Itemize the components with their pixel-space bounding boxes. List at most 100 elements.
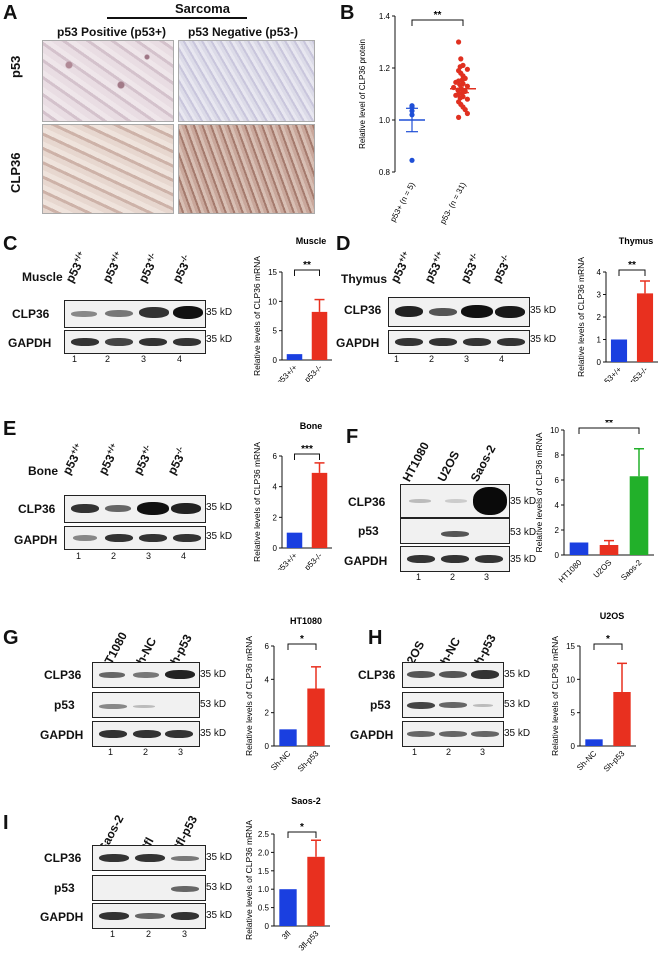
lane-number-2: 2 <box>105 354 111 364</box>
panel-g-western: HT1080 Sh-NC Sh-p53 CLP36 p53 GAPDH 35 k… <box>0 610 250 770</box>
significance-bracket <box>593 643 623 650</box>
lane-number-4: 4 <box>177 354 183 364</box>
lane-number-1: 1 <box>108 747 114 757</box>
significance-label: ** <box>605 420 613 429</box>
y-tick-label: 0 <box>273 356 278 365</box>
row-label-clp36: CLP36 <box>12 307 50 321</box>
significance-bracket <box>618 269 646 276</box>
significance-label: ** <box>434 10 442 21</box>
y-tick-label: 8 <box>555 451 560 460</box>
blot-gapdh <box>400 546 510 572</box>
row-label-gapdh: GAPDH <box>8 336 52 350</box>
data-point <box>464 66 470 72</box>
tissue-label: Muscle <box>22 270 63 284</box>
lane-number-1: 1 <box>416 572 422 582</box>
lane-number-1: 1 <box>110 929 116 939</box>
col-label-p53-negative: p53 Negative (p53-) <box>188 25 299 39</box>
lane-number-2: 2 <box>146 929 152 939</box>
x-tick-label: p53- (n = 31) <box>438 180 468 225</box>
y-axis-label: Relative levels of CLP36 mRNA <box>244 820 254 940</box>
data-point <box>456 39 462 45</box>
bar <box>307 688 325 746</box>
blot-p53 <box>92 692 200 718</box>
x-tick-label: 3fl-p53 <box>297 929 321 953</box>
panel-e-western: Bone p53+/+ p53+/+ p53+/- p53-/- CLP36 G… <box>0 420 250 561</box>
x-tick-label: p53+ (n = 5) <box>388 180 417 223</box>
mw-marker-gapdh: 35 kD <box>530 334 557 345</box>
bar <box>613 692 631 746</box>
y-tick-label: 0 <box>555 551 560 560</box>
lane-label-2: p53+/+ <box>95 441 118 477</box>
bar <box>311 311 328 360</box>
lane-label-4: p53-/- <box>169 253 192 285</box>
bar <box>629 476 649 555</box>
lane-number-2: 2 <box>429 354 435 364</box>
chart-title: HT1080 <box>290 616 322 626</box>
panel-i-western: Saos-2 3fl 3fl-p53 CLP36 p53 GAPDH 35 kD… <box>0 790 250 950</box>
panel-d-label: D <box>336 233 351 255</box>
data-point <box>462 107 468 113</box>
bar <box>636 293 654 362</box>
panel-h-western: U2OS Sh-NC Sh-p53 CLP36 p53 GAPDH 35 kD … <box>340 610 540 770</box>
sarcoma-underline <box>107 17 247 19</box>
panel-e-label: E <box>3 418 17 440</box>
mw-marker-clp36: 35 kD <box>206 307 233 318</box>
blot-clp36 <box>92 845 206 871</box>
chart-title: Saos-2 <box>291 796 321 806</box>
blot-gapdh <box>64 526 206 550</box>
lane-label-1: p53+/+ <box>387 249 410 285</box>
y-axis-label: Relative levels of CLP36 mRNA <box>550 636 560 756</box>
panel-c-label: C <box>3 233 18 255</box>
chart-title: Bone <box>300 421 323 431</box>
lane-number-4: 4 <box>181 551 187 561</box>
significance-bracket <box>294 453 320 460</box>
lane-number-1: 1 <box>394 354 400 364</box>
y-axis-label: Relative levels of CLP36 mRNA <box>534 432 544 552</box>
x-tick-label: p53+/+ <box>599 365 623 382</box>
lane-number-2: 2 <box>446 747 452 757</box>
row-label-gapdh: GAPDH <box>344 554 388 568</box>
lane-label-3: p53+/- <box>135 251 158 285</box>
x-tick-label: p53-/- <box>303 551 324 570</box>
lane-label-3: Saos-2 <box>467 442 499 484</box>
bar <box>311 472 328 548</box>
significance-label: *** <box>301 444 313 455</box>
y-tick-label: 0 <box>273 544 278 553</box>
y-tick-label: 5 <box>273 327 278 336</box>
significance-bracket <box>578 427 640 434</box>
y-tick-label: 1.2 <box>379 64 391 73</box>
col-label-p53-positive: p53 Positive (p53+) <box>57 25 167 39</box>
y-axis-label: Relative levels of CLP36 mRNA <box>244 636 254 756</box>
panel-c-chart: 0 5 10 15 Relative levels of CLP36 mRNA Muscl… <box>252 236 332 382</box>
histology-p53-negative-p53 <box>178 40 315 122</box>
lane-number-2: 2 <box>450 572 456 582</box>
lane-number-4: 4 <box>499 354 505 364</box>
lane-number-2: 2 <box>111 551 117 561</box>
panel-a-label: A <box>3 2 18 24</box>
significance-bracket <box>294 269 320 276</box>
panel-h-label: H <box>368 627 383 649</box>
row-label-p53: p53 <box>370 698 391 712</box>
blot-clp36 <box>92 662 200 688</box>
blot-gapdh <box>402 721 504 747</box>
y-tick-label: 10 <box>268 297 277 306</box>
x-tick-label: Sh-NC <box>575 749 598 772</box>
x-tick-label: p53-/- <box>303 363 324 382</box>
x-tick-label: p53-/- <box>628 365 649 382</box>
x-tick-label: Sh-p53 <box>296 749 321 774</box>
mw-marker-clp36: 35 kD <box>504 669 531 680</box>
data-point <box>457 64 463 70</box>
y-tick-label: 0 <box>265 742 270 751</box>
y-tick-label: 1.0 <box>258 885 270 894</box>
panel-b-label: B <box>340 2 355 24</box>
lane-label-3: p53+/- <box>130 443 153 477</box>
lane-label-1: p53+/+ <box>62 249 85 285</box>
y-tick-label: 10 <box>566 675 575 684</box>
data-point <box>464 96 470 102</box>
mw-marker-p53: 53 kD <box>504 699 531 710</box>
panel-b-chart: 0.8 1.0 1.2 1.4 Relative level of CLP36 prot… <box>358 10 476 225</box>
panel-e-chart: 0 2 4 6 Relative levels of CLP36 mRNA Bone p53… <box>252 421 332 570</box>
y-tick-label: 15 <box>268 268 277 277</box>
blot-p53 <box>400 518 510 544</box>
mw-marker-clp36: 35 kD <box>200 669 227 680</box>
